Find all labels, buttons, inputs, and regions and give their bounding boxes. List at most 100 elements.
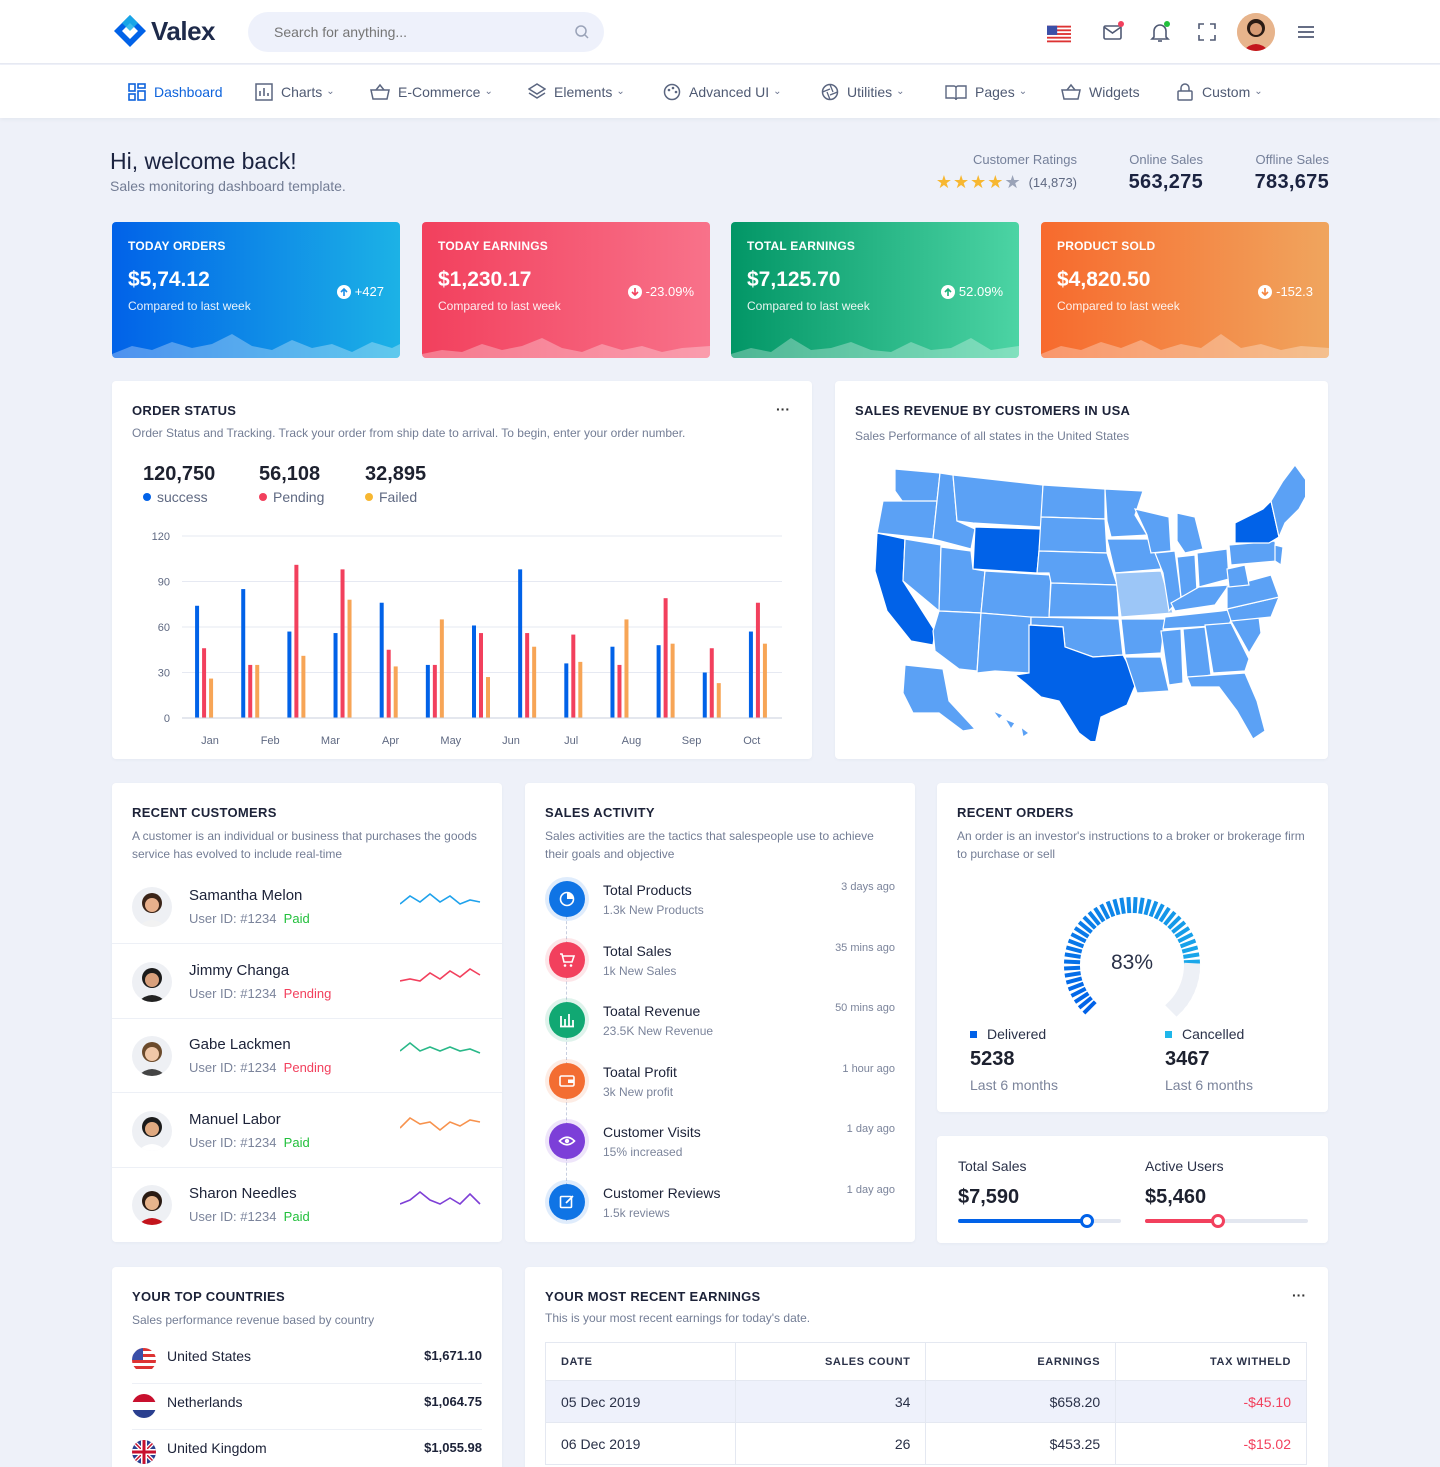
bar-pending[interactable] (617, 664, 622, 718)
activity-item[interactable]: Customer Reviews 1.5k reviews 1 day ago (525, 1182, 915, 1242)
bar-success[interactable] (195, 605, 200, 718)
active-users-slider[interactable] (1145, 1214, 1308, 1228)
menu-icon[interactable] (1294, 20, 1318, 44)
us-flag-icon[interactable] (1047, 22, 1071, 46)
app-logo[interactable]: Valex (113, 14, 216, 48)
activity-item[interactable]: Total Sales 1k New Sales 35 mins ago (525, 940, 915, 1000)
bar-success[interactable] (241, 589, 246, 718)
kpi-card-today-earnings[interactable]: TODAY EARNINGS $1,230.17 Compared to las… (422, 222, 710, 358)
activity-item[interactable]: Toatal Profit 3k New profit 1 hour ago (525, 1061, 915, 1121)
bar-success[interactable] (610, 646, 615, 718)
bar-failed[interactable] (486, 677, 490, 718)
fullscreen-icon[interactable] (1195, 20, 1219, 44)
bar-failed[interactable] (716, 683, 721, 718)
total-sales-slider[interactable] (958, 1214, 1121, 1228)
kpi-card-total-earnings[interactable]: TOTAL EARNINGS $7,125.70 Compared to las… (731, 222, 1019, 358)
more-options-icon[interactable]: ··· (776, 401, 790, 417)
gauge-tick (1158, 906, 1171, 923)
rating-stars: ★★★★★ (14,873) (900, 172, 1077, 193)
activity-item[interactable]: Toatal Revenue 23.5K New Revenue 50 mins a… (525, 1000, 915, 1060)
kpi-compare: Compared to last week (747, 299, 870, 313)
recent-orders-subtitle: An order is an investor's instructions t… (957, 829, 1305, 861)
bar-failed[interactable] (347, 599, 352, 718)
bar-pending[interactable] (755, 602, 760, 718)
kpi-card-product-sold[interactable]: PRODUCT SOLD $4,820.50 Compared to last … (1041, 222, 1329, 358)
bar-pending[interactable] (386, 649, 391, 718)
gauge-tick (1165, 998, 1184, 1017)
col-date[interactable]: DATE (545, 1342, 736, 1381)
nav-widgets[interactable]: Widgets (1061, 65, 1140, 118)
bar-failed[interactable] (578, 661, 583, 718)
bar-failed[interactable] (439, 619, 444, 718)
search-icon[interactable] (574, 24, 590, 40)
country-row[interactable]: United States $1,671.10 (132, 1338, 482, 1384)
bar-failed[interactable] (670, 643, 675, 718)
more-options-icon[interactable]: ··· (1292, 1287, 1306, 1303)
nav-custom[interactable]: Custom ⌄ (1176, 65, 1263, 118)
gauge-tick (1167, 915, 1182, 930)
bar-failed[interactable] (624, 619, 629, 718)
bar-success[interactable] (656, 645, 661, 718)
customer-row[interactable]: Jimmy Changa User ID: #1234 Pending (112, 945, 502, 1019)
country-row[interactable]: United Kingdom $1,055.98 (132, 1430, 482, 1467)
bar-success[interactable] (333, 633, 338, 718)
nav-advanced-ui[interactable]: Advanced UI ⌄ (663, 65, 782, 118)
nav-dashboard[interactable]: Dashboard (128, 65, 223, 118)
table-row[interactable]: 06 Dec 2019 26 $453.25 -$15.02 (545, 1422, 1307, 1465)
activity-item[interactable]: Total Products 1.3k New Products 3 days ag… (525, 879, 915, 939)
kpi-card-today-orders[interactable]: TODAY ORDERS $5,74.12 Compared to last w… (112, 222, 400, 358)
bar-pending[interactable] (432, 664, 437, 718)
offline-sales: Offline Sales 783,675 (1226, 152, 1329, 194)
bell-icon[interactable] (1148, 20, 1172, 44)
bar-success[interactable] (518, 569, 523, 718)
bar-pending[interactable] (709, 648, 714, 718)
customer-row[interactable]: Sharon Needles User ID: #1234 Paid (112, 1168, 502, 1242)
bar-failed[interactable] (209, 678, 214, 718)
nav-ecommerce[interactable]: E-Commerce ⌄ (370, 65, 493, 118)
bar-pending[interactable] (340, 569, 345, 718)
search-input[interactable] (274, 24, 564, 40)
customer-row[interactable]: Gabe Lackmen User ID: #1234 Pending (112, 1019, 502, 1093)
bar-pending[interactable] (294, 564, 299, 718)
nav-dashboard-label: Dashboard (154, 83, 223, 100)
nav-utilities[interactable]: Utilities ⌄ (821, 65, 905, 118)
bar-success[interactable] (748, 631, 753, 718)
user-avatar[interactable] (1237, 13, 1275, 51)
bar-success[interactable] (564, 663, 569, 718)
bar-success[interactable] (287, 631, 292, 718)
bar-failed[interactable] (393, 666, 398, 718)
bar-pending[interactable] (571, 634, 576, 718)
bar-pending[interactable] (525, 633, 530, 718)
country-row[interactable]: Netherlands $1,064.75 (132, 1384, 482, 1430)
usa-map[interactable] (865, 461, 1305, 741)
bar-success[interactable] (379, 602, 384, 718)
bar-failed[interactable] (301, 655, 306, 718)
table-row[interactable]: 05 Dec 2019 34 $658.20 -$45.10 (545, 1380, 1307, 1423)
customer-row[interactable]: Manuel Labor User ID: #1234 Paid (112, 1094, 502, 1168)
activity-item[interactable]: Customer Visits 15% increased 1 day ago (525, 1121, 915, 1181)
bar-failed[interactable] (762, 643, 767, 718)
bar-pending[interactable] (663, 598, 668, 718)
nav-charts[interactable]: Charts ⌄ (255, 65, 335, 118)
nav-elements[interactable]: Elements ⌄ (528, 65, 625, 118)
status-stat-pending: 56,108 Pending (259, 463, 324, 505)
bar-pending[interactable] (202, 648, 207, 718)
bar-pending[interactable] (479, 633, 483, 718)
mail-icon[interactable] (1101, 20, 1125, 44)
nav-custom-label: Custom (1202, 83, 1251, 100)
bar-success[interactable] (702, 672, 707, 719)
bar-failed[interactable] (255, 664, 260, 718)
nav-pages[interactable]: Pages ⌄ (945, 65, 1027, 118)
bar-pending[interactable] (248, 664, 253, 718)
bar-success[interactable] (472, 625, 476, 718)
col-sales-count[interactable]: SALES COUNT (734, 1342, 927, 1381)
bar-success[interactable] (425, 664, 430, 718)
slider-handle[interactable] (1079, 1214, 1094, 1228)
customer-row[interactable]: Samantha Melon User ID: #1234 Paid (112, 870, 502, 944)
top-header: Valex (0, 0, 1440, 64)
slider-handle[interactable] (1211, 1214, 1226, 1228)
col-earnings[interactable]: EARNINGS (925, 1342, 1117, 1381)
col-tax-witheld[interactable]: TAX WITHELD (1115, 1342, 1307, 1381)
bar-failed[interactable] (532, 646, 537, 718)
gauge-tick (1067, 938, 1085, 949)
